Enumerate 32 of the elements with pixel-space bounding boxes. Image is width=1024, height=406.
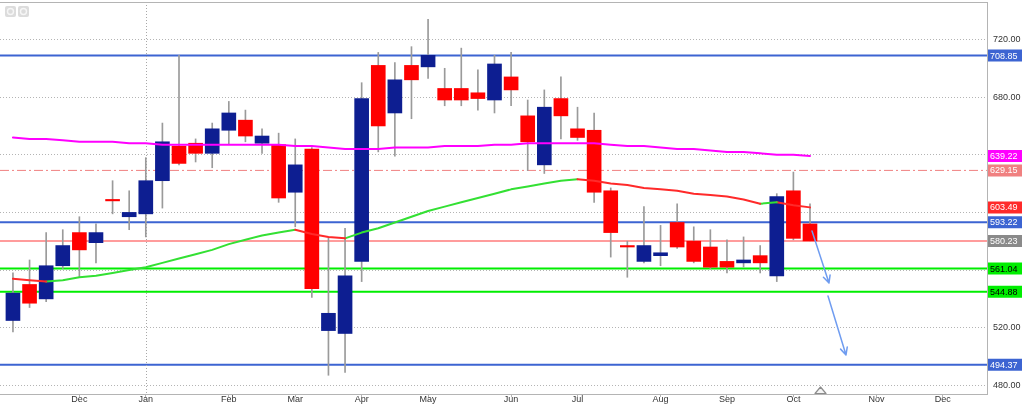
annotation: 580.23	[990, 235, 1018, 246]
x-tick-label: May	[419, 393, 438, 404]
x-tick-label: Jan	[138, 393, 154, 404]
x-tick-label: Jul	[571, 393, 584, 404]
ref-line-label: 561.04	[990, 263, 1018, 274]
ref-line-label: 593.22	[990, 217, 1018, 228]
annotation: 603.49	[990, 202, 1018, 213]
x-tick-label: Aug	[652, 393, 669, 404]
candlestick	[171, 54, 187, 166]
candlestick	[420, 18, 436, 79]
y-tick-label: 520.00	[993, 322, 1021, 333]
annotation: 639.22	[990, 150, 1018, 161]
x-tick-label: Sep	[718, 393, 735, 404]
ref-line-label: 494.37	[990, 359, 1018, 370]
y-tick-label: 720.00	[993, 33, 1021, 44]
x-tick-label: Dec	[71, 393, 88, 404]
ref-line-label: 629.15	[990, 165, 1018, 176]
ref-line-label: 708.85	[990, 50, 1018, 61]
x-tick-label: Apr	[354, 393, 369, 404]
candlestick	[453, 47, 469, 107]
x-tick-label: Jun	[503, 393, 519, 404]
x-tick-label: Feb	[221, 393, 237, 404]
y-tick-label: 480.00	[993, 379, 1021, 390]
x-tick-label: Dec	[934, 393, 952, 404]
ref-line-label: 544.88	[990, 286, 1018, 297]
y-tick-label: 680.00	[993, 91, 1021, 102]
candlestick	[470, 69, 486, 111]
candlestick	[503, 52, 519, 107]
x-tick-label: Nov	[868, 393, 885, 404]
x-tick-label: Oct	[786, 393, 801, 404]
x-tick-label: Mar	[287, 393, 303, 404]
candlestick	[719, 239, 735, 274]
